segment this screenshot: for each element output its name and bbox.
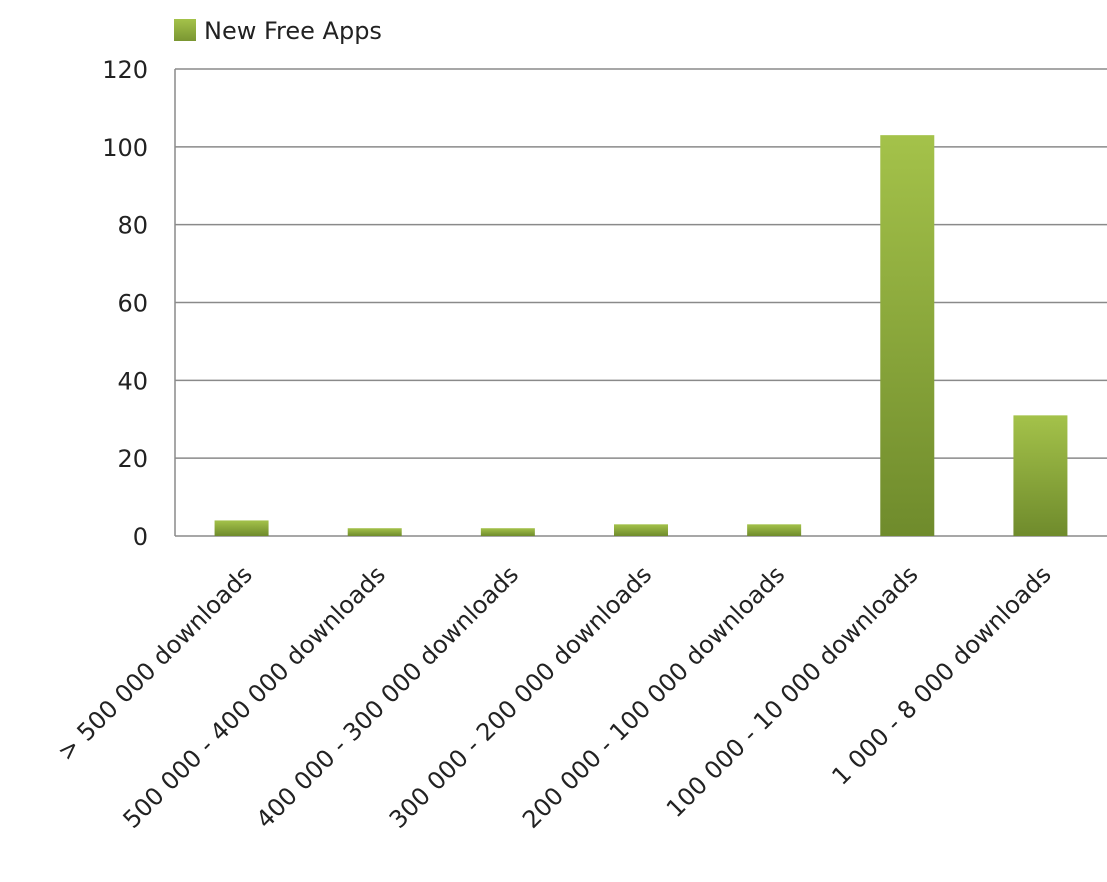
x-tick-label: 300 000 - 200 000 downloads — [384, 560, 657, 833]
gridlines — [175, 68, 1107, 459]
legend-swatch — [174, 19, 196, 41]
x-tick-label: 100 000 - 10 000 downloads — [661, 560, 924, 823]
y-tick-label: 80 — [117, 212, 148, 240]
bar — [1013, 415, 1068, 536]
x-tick-label: 400 000 - 300 000 downloads — [251, 560, 524, 833]
legend-label: New Free Apps — [204, 17, 382, 45]
x-tick-label: 200 000 - 100 000 downloads — [517, 560, 790, 833]
bar — [214, 520, 269, 536]
bar — [480, 528, 535, 536]
y-tick-labels: 0 20 40 60 80 100 120 — [102, 56, 148, 551]
bars — [214, 135, 1068, 537]
bar — [747, 524, 802, 536]
bar — [614, 524, 668, 536]
y-tick-label: 120 — [102, 56, 148, 84]
y-tick-label: 60 — [117, 290, 148, 318]
bar — [880, 135, 935, 537]
x-tick-label: 500 000 - 400 000 downloads — [118, 560, 391, 833]
y-tick-label: 0 — [133, 523, 148, 551]
bar — [347, 528, 402, 536]
y-tick-label: 40 — [117, 367, 148, 395]
legend: New Free Apps — [174, 17, 382, 45]
y-tick-label: 20 — [117, 445, 148, 473]
y-tick-label: 100 — [102, 134, 148, 162]
x-tick-label: 1 000 - 8 000 downloads — [826, 560, 1056, 790]
